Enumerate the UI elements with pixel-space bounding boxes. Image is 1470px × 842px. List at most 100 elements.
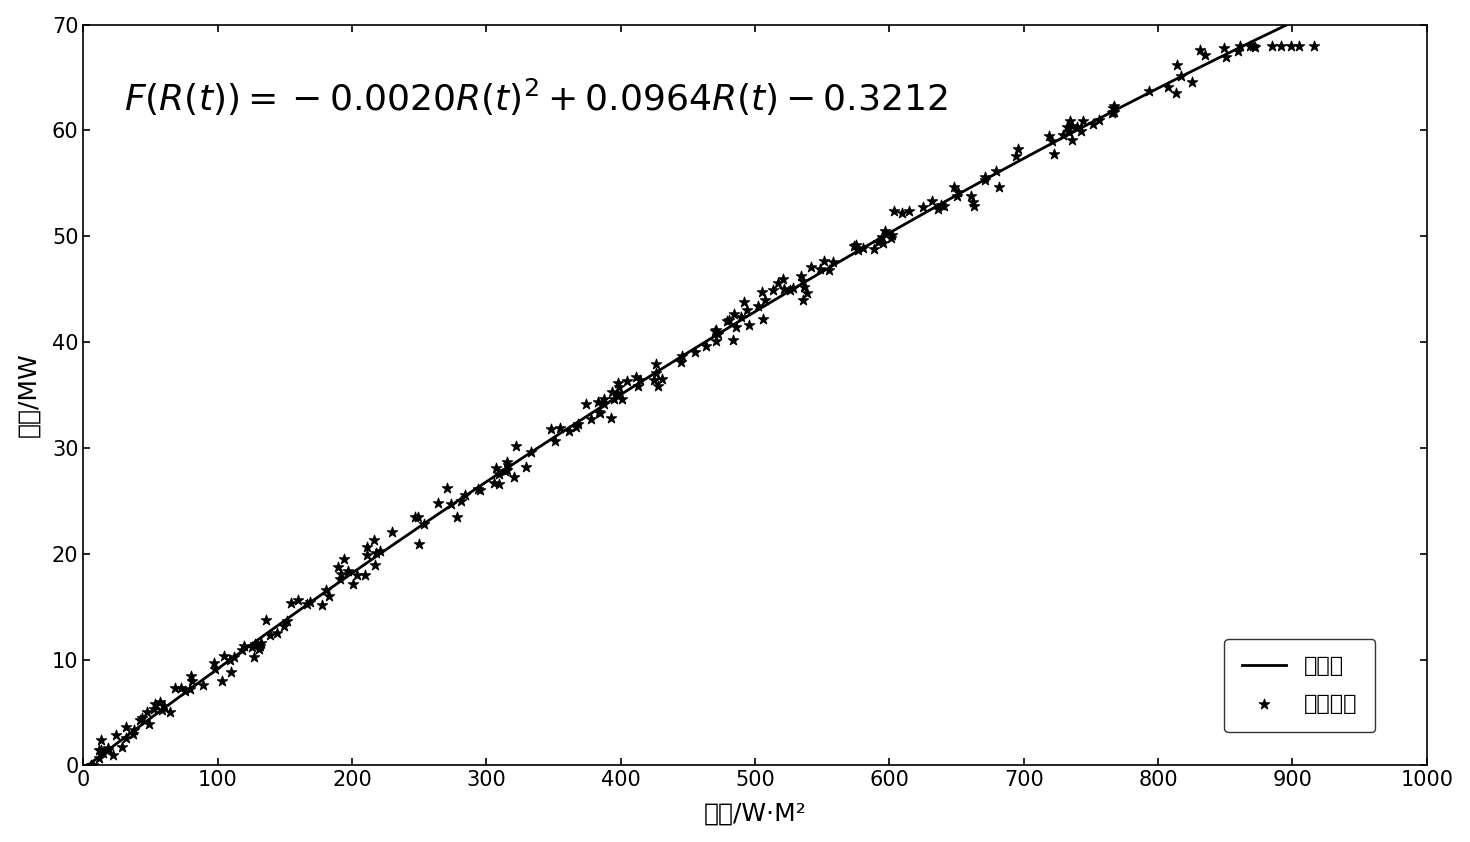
实测値: [942, 180, 966, 194]
实测値: [178, 682, 201, 695]
实测値: [1102, 105, 1126, 119]
实测値: [566, 418, 589, 431]
实测値: [353, 568, 376, 582]
实测値: [1242, 39, 1266, 52]
实测値: [704, 324, 728, 338]
实测値: [961, 195, 985, 209]
实测値: [1227, 39, 1251, 52]
实测値: [842, 239, 866, 253]
实测値: [644, 366, 667, 380]
实测値: [766, 276, 789, 290]
实测値: [945, 189, 969, 202]
实测値: [1101, 101, 1125, 115]
实测値: [115, 731, 138, 744]
实测値: [466, 482, 490, 495]
实测値: [707, 327, 731, 340]
实测値: [926, 202, 950, 216]
实测値: [365, 546, 388, 560]
实测値: [1189, 43, 1213, 56]
实测値: [684, 345, 707, 359]
实测値: [150, 703, 173, 717]
实测値: [548, 421, 572, 434]
实测値: [231, 643, 254, 657]
实测値: [254, 614, 278, 627]
实测値: [310, 599, 334, 612]
实测値: [110, 740, 134, 754]
实测値: [406, 510, 429, 524]
实测値: [1041, 134, 1064, 147]
实测値: [1244, 40, 1267, 54]
实测値: [495, 458, 519, 472]
实测値: [504, 440, 528, 453]
实测値: [218, 653, 241, 667]
实测値: [272, 619, 295, 632]
实测値: [729, 311, 753, 324]
实测値: [121, 727, 144, 741]
实测値: [82, 758, 106, 771]
实测値: [148, 695, 172, 709]
实测値: [1088, 113, 1111, 126]
实测値: [248, 639, 272, 653]
实测値: [356, 541, 379, 554]
实测値: [90, 743, 113, 757]
实测値: [564, 420, 588, 434]
实测値: [650, 372, 673, 386]
实测値: [645, 357, 669, 370]
实测値: [592, 392, 616, 406]
实测値: [298, 594, 322, 608]
实测値: [822, 255, 845, 269]
实测値: [179, 669, 203, 683]
实测値: [337, 565, 360, 578]
实测値: [600, 386, 623, 399]
实测値: [191, 678, 215, 691]
实测値: [847, 243, 870, 257]
实测値: [362, 534, 385, 547]
实测値: [440, 498, 463, 511]
实测値: [122, 723, 146, 737]
实测値: [141, 702, 165, 716]
实测値: [1138, 84, 1161, 98]
实测値: [694, 338, 717, 352]
实测値: [879, 232, 903, 245]
实测値: [592, 397, 616, 410]
实测値: [369, 544, 392, 557]
实测値: [450, 494, 473, 508]
实测値: [704, 334, 728, 348]
实测値: [332, 552, 356, 565]
实测値: [469, 483, 492, 497]
实测値: [135, 706, 159, 719]
实测値: [495, 456, 519, 469]
实测値: [960, 189, 983, 203]
实测値: [137, 717, 160, 731]
拟合曲线: [642, 370, 660, 381]
实测値: [579, 413, 603, 426]
实测値: [487, 477, 510, 491]
实测値: [600, 412, 623, 425]
实测値: [911, 200, 935, 214]
实测値: [870, 230, 894, 243]
拟合曲线: [960, 184, 978, 194]
实测値: [1057, 125, 1080, 139]
实测値: [104, 728, 128, 742]
实测値: [722, 307, 745, 321]
实测値: [88, 751, 112, 765]
实测値: [329, 567, 353, 580]
实测値: [381, 525, 404, 538]
实测値: [487, 468, 510, 482]
实测値: [514, 460, 538, 473]
实测値: [97, 741, 121, 754]
实测値: [276, 615, 300, 628]
实测値: [259, 628, 282, 642]
实测値: [1038, 130, 1061, 143]
实测値: [863, 242, 886, 255]
实测値: [751, 285, 775, 299]
实测値: [1069, 124, 1092, 137]
实测値: [219, 665, 243, 679]
实测値: [482, 476, 506, 489]
实测値: [295, 598, 319, 611]
实测値: [101, 748, 125, 761]
实测値: [773, 283, 797, 296]
实测値: [1072, 114, 1095, 127]
实测値: [732, 296, 756, 309]
实测値: [1042, 147, 1066, 161]
